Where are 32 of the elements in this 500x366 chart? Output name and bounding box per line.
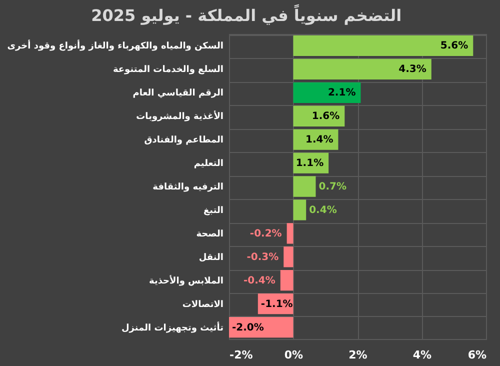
data-label: -0.2% [250,228,282,240]
y-tick-label: الملابس والأحذية [149,274,224,286]
y-tick-label: التعليم [194,159,224,170]
data-label: -0.3% [246,252,279,263]
y-tick-label: الرقم القياسي العام [132,88,224,99]
y-tick-label: النقل [198,252,224,263]
y-tick-label: الترفيه والثقافة [152,182,224,192]
x-tick-label: 4% [412,348,432,362]
y-tick-label: التبغ [204,206,224,216]
data-label: 0.4% [309,204,337,216]
data-label: -0.4% [244,275,276,286]
data-label: -1.1% [260,298,293,310]
data-label: 1.4% [305,134,334,146]
y-tick-label: الصحة [196,229,224,240]
y-tick-label: السكن والمياه والكهرباء والغاز وأنواع وقود أخرى [7,40,224,52]
data-label: 5.6% [440,40,468,52]
data-label: -2.0% [232,322,264,334]
y-tick-label: الاتصالات [182,300,224,310]
data-label: 0.7% [318,182,346,192]
chart-title: التضخم سنوياً في المملكة - يوليو 2025 [91,3,402,25]
y-tick-label: تأثيث وتجهيزات المنزل [122,321,224,334]
data-label: 1.6% [312,111,340,122]
x-tick-label: 2% [348,348,368,362]
x-tick-label: -2% [230,348,253,362]
data-label: 2.1% [328,88,356,99]
x-tick-label: 0% [284,348,304,362]
y-tick-label: الأغذية والمشروبات [136,110,224,122]
x-tick-label: 6% [468,348,486,362]
y-tick-label: المطاعم والفنادق [144,136,224,146]
data-label: 4.3% [398,64,426,76]
data-label: 1.1% [296,158,324,170]
y-tick-label: السلع والخدمات المتنوعة [112,65,224,76]
